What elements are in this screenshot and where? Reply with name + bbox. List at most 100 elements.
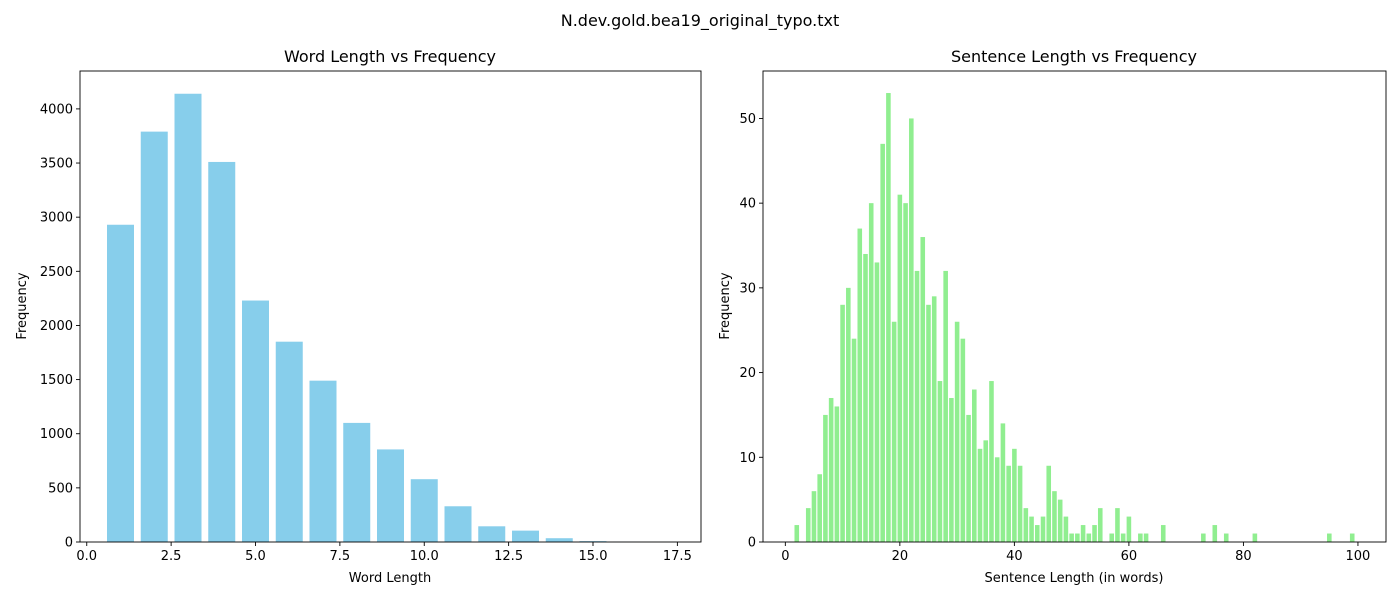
sentence-length-y-tick-label: 0 [748, 536, 756, 551]
sentence-length-bar [1075, 533, 1080, 542]
sentence-length-bar [960, 338, 966, 542]
sentence-length-bar [977, 448, 983, 542]
word-length-bar [444, 506, 472, 542]
word-length-bar [174, 93, 202, 543]
sentence-length-bar [1057, 499, 1063, 542]
sentence-length-bar [909, 118, 914, 542]
word-length-bar [478, 526, 506, 542]
sentence-length-bar [891, 321, 897, 542]
sentence-length-bar [1115, 508, 1120, 542]
sentence-length-bar [851, 338, 857, 542]
word-length-y-tick-label: 3500 [40, 157, 73, 172]
word-length-x-tick-label: 10.0 [410, 549, 439, 564]
sentence-length-bar [1160, 525, 1166, 542]
word-length-chart-title: Word Length vs Frequency [284, 47, 496, 66]
word-length-x-tick-label: 17.5 [663, 549, 692, 564]
sentence-length-bar [1126, 516, 1132, 542]
sentence-length-bar [972, 389, 977, 542]
word-length-bar [107, 224, 134, 542]
word-length-x-tick-label: 2.5 [161, 549, 182, 564]
sentence-length-y-axis-label: Frequency [718, 272, 733, 339]
sentence-length-bar [943, 270, 948, 542]
sentence-length-bar [966, 414, 971, 542]
sentence-length-bar [874, 262, 880, 542]
word-length-bar [275, 341, 303, 542]
sentence-length-bar [834, 406, 840, 542]
sentence-length-bar [811, 491, 817, 542]
sentence-length-bar [817, 474, 822, 542]
word-length-x-tick-label: 0.0 [76, 549, 97, 564]
word-length-bar [545, 538, 573, 542]
sentence-length-bar [920, 237, 926, 543]
word-length-bars [107, 93, 674, 543]
sentence-length-x-axis-label: Sentence Length (in words) [985, 571, 1164, 586]
sentence-length-bar [886, 93, 891, 542]
sentence-length-x-tick-label: 40 [1006, 549, 1023, 564]
sentence-length-bar [1080, 525, 1086, 542]
sentence-length-bar [1327, 533, 1332, 542]
sentence-length-bar [1252, 533, 1258, 542]
sentence-length-bar [1006, 465, 1011, 542]
sentence-length-y-tick-label: 50 [739, 112, 756, 127]
sentence-length-bar [1143, 533, 1149, 542]
word-length-x-axis-label: Word Length [349, 571, 431, 586]
sentence-length-y-tick-label: 10 [739, 451, 756, 466]
sentence-length-bar [1046, 465, 1052, 542]
sentence-length-bar [1349, 533, 1355, 542]
sentence-length-chart: Sentence Length vs Frequency Sentence Le… [718, 47, 1387, 586]
sentence-length-y-tick-label: 20 [739, 366, 756, 381]
sentence-length-bar [1212, 525, 1218, 542]
sentence-length-bar [1040, 516, 1046, 542]
sentence-length-bar [1012, 448, 1017, 542]
sentence-length-bar [863, 253, 868, 543]
sentence-length-bar [1109, 533, 1115, 542]
word-length-axes-frame [79, 70, 702, 543]
sentence-length-bar [1138, 533, 1143, 542]
word-length-y-tick-label: 1500 [40, 373, 73, 388]
word-length-bar [140, 131, 168, 542]
word-length-chart: Word Length vs Frequency Word Length Fre… [15, 47, 702, 586]
sentence-length-bar [1086, 533, 1092, 542]
word-length-bar [410, 479, 438, 542]
sentence-length-chart-title: Sentence Length vs Frequency [951, 47, 1197, 66]
sentence-length-bar [828, 397, 834, 542]
word-length-x-tick-label: 7.5 [330, 549, 351, 564]
word-length-bar [512, 530, 539, 542]
word-length-x-tick-label: 12.5 [494, 549, 523, 564]
sentence-length-bar [1120, 533, 1126, 542]
sentence-length-x-tick-label: 60 [1121, 549, 1138, 564]
word-length-y-tick-label: 2500 [40, 265, 73, 280]
word-length-bar [377, 449, 404, 542]
sentence-length-bar [823, 414, 828, 542]
sentence-length-bar [880, 143, 885, 542]
sentence-length-bar [1063, 516, 1069, 542]
sentence-length-bar [1223, 533, 1229, 542]
sentence-length-x-tick-label: 100 [1346, 549, 1371, 564]
word-length-y-tick-label: 4000 [40, 102, 73, 117]
sentence-length-x-tick-label: 0 [781, 549, 789, 564]
word-length-y-tick-label: 500 [48, 481, 73, 496]
sentence-length-bar [794, 525, 800, 542]
sentence-length-axes-frame [762, 70, 1387, 543]
sentence-length-bar [1097, 508, 1103, 542]
sentence-length-bar [1052, 491, 1057, 542]
word-length-y-tick-label: 2000 [40, 319, 73, 334]
word-length-y-tick-label: 3000 [40, 211, 73, 226]
figure-suptitle: N.dev.gold.bea19_original_typo.txt [561, 11, 839, 31]
word-length-bar [208, 161, 236, 542]
sentence-length-bar [805, 508, 811, 542]
word-length-bar [242, 300, 269, 542]
sentence-length-bar [846, 287, 851, 542]
sentence-length-bar [954, 321, 960, 542]
sentence-length-bar [1017, 465, 1023, 542]
word-length-bar [309, 380, 337, 542]
sentence-length-bar [937, 381, 943, 542]
word-length-bar [343, 422, 371, 542]
sentence-length-bar [868, 203, 874, 542]
sentence-length-x-tick-label: 80 [1235, 549, 1252, 564]
sentence-length-bar [989, 381, 994, 542]
sentence-length-bar [994, 457, 1000, 542]
word-length-x-tick-label: 15.0 [579, 549, 608, 564]
